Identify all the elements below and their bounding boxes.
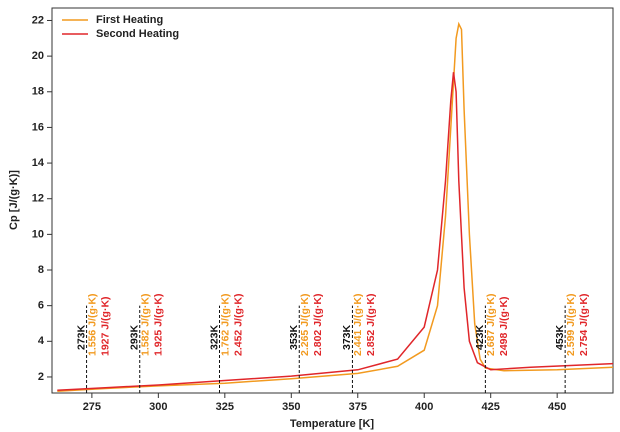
annotation-label: 453K <box>554 324 566 350</box>
series-line <box>57 21 614 392</box>
x-tick-label: 425 <box>482 401 500 413</box>
annotation-second: 2.754 J/(g·K) <box>578 294 590 356</box>
legend-label: Second Heating <box>96 28 179 40</box>
y-tick-label: 10 <box>32 228 44 240</box>
x-tick-label: 375 <box>349 401 367 413</box>
annotation-second: 1927 J/(g·K) <box>99 296 111 356</box>
annotation-label: 373K <box>341 324 353 350</box>
x-tick-label: 400 <box>415 401 433 413</box>
annotation-second: 2.802 J/(g·K) <box>312 294 324 356</box>
x-tick-label: 275 <box>83 401 101 413</box>
y-tick-label: 8 <box>38 264 44 276</box>
x-tick-label: 325 <box>216 401 234 413</box>
annotation-label: 353K <box>288 324 300 350</box>
x-tick-label: 300 <box>149 401 167 413</box>
annotation-label: 273K <box>75 324 87 350</box>
y-tick-label: 16 <box>32 121 44 133</box>
annotation-second: 2.452 J/(g·K) <box>232 294 244 356</box>
y-tick-label: 22 <box>32 14 44 26</box>
annotation-first: 1.762 J/(g·K) <box>219 294 231 356</box>
y-tick-label: 2 <box>38 371 44 383</box>
annotation-label: 423K <box>474 324 486 350</box>
x-tick-label: 350 <box>282 401 300 413</box>
annotation-first: 2.599 J/(g·K) <box>565 294 577 356</box>
plot-frame <box>51 7 614 394</box>
x-axis-label: Temperature [K] <box>290 418 374 430</box>
x-tick-label: 450 <box>548 401 566 413</box>
annotation-first: 2.265 J/(g·K) <box>299 294 311 356</box>
annotation-label: 323K <box>208 324 220 350</box>
y-tick-label: 14 <box>32 157 45 169</box>
y-tick-label: 12 <box>32 193 44 205</box>
y-tick-label: 18 <box>32 86 44 98</box>
annotation-first: 1.582 J/(g·K) <box>140 294 152 356</box>
annotation-first: 2.441 J/(g·K) <box>352 294 364 356</box>
annotation-second: 2.852 J/(g·K) <box>365 294 377 356</box>
y-tick-label: 6 <box>38 300 44 312</box>
y-tick-label: 4 <box>38 335 45 347</box>
annotation-first: 1.556 J/(g·K) <box>86 294 98 356</box>
y-tick-label: 20 <box>32 50 44 62</box>
annotation-second: 1.925 J/(g·K) <box>153 294 165 356</box>
annotation-second: 2498 J/(g·K) <box>498 296 510 356</box>
annotation-label: 293K <box>129 324 141 350</box>
annotation-first: 2.687 J/(g·K) <box>485 294 497 356</box>
legend-label: First Heating <box>96 14 163 26</box>
series-line <box>57 72 614 392</box>
y-axis-label: Cp [J/(g·K)] <box>8 170 20 230</box>
